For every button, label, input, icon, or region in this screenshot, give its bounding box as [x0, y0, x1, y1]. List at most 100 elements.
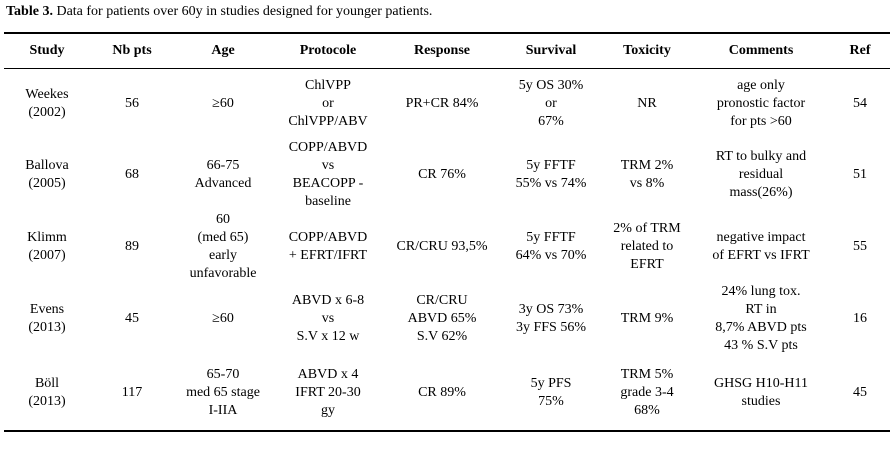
cell-line: vs: [321, 158, 335, 173]
header-study: Study: [4, 32, 90, 69]
cell-nb: 68: [90, 139, 174, 211]
cell-age: 65-70 med 65 stage I-IIA: [174, 355, 272, 432]
cell-line: 117: [121, 384, 143, 400]
cell-line: 75%: [538, 393, 564, 409]
table-row: Klimm (2007) 89 60 (med 65) early unfavorable C…: [4, 211, 890, 283]
cell-ref: 51: [830, 139, 890, 211]
cell-line: 89: [125, 239, 139, 254]
cell-age: 66-75 Advanced: [174, 139, 272, 211]
cell-nb: 56: [90, 69, 174, 140]
cell-line: Weekes: [25, 87, 69, 102]
cell-line: baseline: [305, 194, 351, 209]
cell-comments: 24% lung tox. RT in 8,7% ABVD pts 43 % S.V …: [692, 283, 830, 355]
cell-protocole: ChlVPP or ChlVPP/ABV: [272, 69, 384, 140]
cell-ref: 54: [830, 69, 890, 140]
cell-protocole: COPP/ABVD + EFRT/IFRT: [272, 211, 384, 283]
cell-line: (2007): [28, 248, 66, 263]
header-row: Study Nb pts Age Protocole Response Surv…: [4, 32, 890, 69]
cell-line: 56: [125, 96, 139, 111]
cell-line: ChlVPP: [305, 78, 351, 93]
cell-nb: 117: [90, 355, 174, 432]
cell-age: 60 (med 65) early unfavorable: [174, 211, 272, 283]
cell-line: COPP/ABVD: [288, 140, 368, 155]
cell-line: CR 76%: [418, 167, 466, 182]
cell-line: S.V 62%: [416, 329, 468, 344]
cell-line: BEACOPP -: [292, 176, 364, 191]
cell-line: 68: [125, 167, 139, 182]
cell-line: Klimm: [27, 230, 67, 245]
header-ref: Ref: [830, 32, 890, 69]
cell-line: 43 % S.V pts: [724, 338, 798, 353]
cell-protocole: ABVD x 6-8 vs S.V x 12 w: [272, 283, 384, 355]
cell-line: unfavorable: [189, 266, 257, 281]
cell-line: 2% of TRM: [613, 221, 681, 236]
cell-line: med 65 stage: [186, 384, 260, 400]
cell-line: gy: [321, 402, 335, 418]
cell-line: TRM 9%: [620, 311, 674, 326]
cell-study: Böll (2013): [4, 355, 90, 432]
cell-survival: 5y FFTF 55% vs 74%: [500, 139, 602, 211]
cell-line: 67%: [538, 114, 564, 129]
cell-line: 5y PFS: [530, 375, 572, 391]
cell-toxicity: TRM 9%: [602, 283, 692, 355]
cell-line: GHSG H10-H11: [714, 375, 808, 391]
cell-line: 3y OS 73%: [518, 302, 584, 317]
cell-line: (2005): [28, 176, 66, 191]
cell-line: (med 65): [197, 230, 249, 245]
header-survival: Survival: [500, 32, 602, 69]
cell-line: 5y FFTF: [526, 230, 576, 245]
cell-line: 45: [125, 311, 139, 326]
header-response: Response: [384, 32, 500, 69]
header-age: Age: [174, 32, 272, 69]
cell-response: CR 76%: [384, 139, 500, 211]
cell-toxicity: TRM 2% vs 8%: [602, 139, 692, 211]
cell-line: Ballova: [25, 158, 69, 173]
header-toxicity: Toxicity: [602, 32, 692, 69]
cell-line: (2013): [28, 320, 66, 335]
cell-line: + EFRT/IFRT: [288, 248, 368, 263]
cell-line: COPP/ABVD: [288, 230, 368, 245]
cell-line: 55: [853, 239, 867, 254]
cell-survival: 5y PFS 75%: [500, 355, 602, 432]
cell-response: PR+CR 84%: [384, 69, 500, 140]
cell-line: 8,7% ABVD pts: [715, 320, 807, 335]
cell-line: ABVD 65%: [407, 311, 477, 326]
cell-comments: RT to bulky and residual mass(26%): [692, 139, 830, 211]
cell-line: residual: [738, 167, 784, 182]
cell-age: ≥60: [174, 69, 272, 140]
cell-line: vs 8%: [629, 176, 665, 191]
table-row: Evens (2013) 45 ≥60 ABVD x 6-8 vs S.V x 12 w CR…: [4, 283, 890, 355]
cell-line: ABVD x 4: [297, 366, 359, 382]
cell-line: or: [322, 96, 334, 111]
cell-line: pronostic factor: [716, 96, 806, 111]
table-row: Weekes (2002) 56 ≥60 ChlVPP or ChlVPP/ABV PR+CR…: [4, 69, 890, 140]
cell-line: 24% lung tox.: [721, 284, 801, 299]
cell-line: ≥60: [212, 311, 234, 326]
cell-survival: 5y FFTF 64% vs 70%: [500, 211, 602, 283]
cell-line: PR+CR 84%: [405, 96, 479, 111]
cell-line: negative impact: [716, 230, 806, 245]
cell-line: 64% vs 70%: [515, 248, 587, 263]
cell-line: 54: [853, 96, 867, 111]
table-row: Böll (2013) 117 65-70 med 65 stage I-IIA ABVD …: [4, 355, 890, 432]
cell-line: Evens: [29, 302, 65, 317]
table-body: Weekes (2002) 56 ≥60 ChlVPP or ChlVPP/ABV PR+CR…: [4, 69, 890, 432]
cell-nb: 89: [90, 211, 174, 283]
cell-comments: negative impact of EFRT vs IFRT: [692, 211, 830, 283]
header-protocole: Protocole: [272, 32, 384, 69]
cell-line: (2002): [28, 105, 66, 120]
table-caption: Table 3. Data for patients over 60y in s…: [6, 3, 432, 21]
cell-survival: 5y OS 30% or 67%: [500, 69, 602, 140]
table-row: Ballova (2005) 68 66-75 Advanced COPP/ABVD vs B…: [4, 139, 890, 211]
cell-study: Evens (2013): [4, 283, 90, 355]
cell-study: Weekes (2002): [4, 69, 90, 140]
cell-line: ABVD x 6-8: [291, 293, 365, 308]
cell-line: CR 89%: [418, 384, 466, 400]
cell-line: studies: [741, 393, 781, 409]
cell-line: 55% vs 74%: [515, 176, 587, 191]
cell-line: TRM 5%: [620, 366, 674, 382]
cell-line: vs: [321, 311, 335, 326]
cell-response: CR/CRU ABVD 65% S.V 62%: [384, 283, 500, 355]
cell-line: CR/CRU: [416, 293, 468, 308]
cell-study: Ballova (2005): [4, 139, 90, 211]
